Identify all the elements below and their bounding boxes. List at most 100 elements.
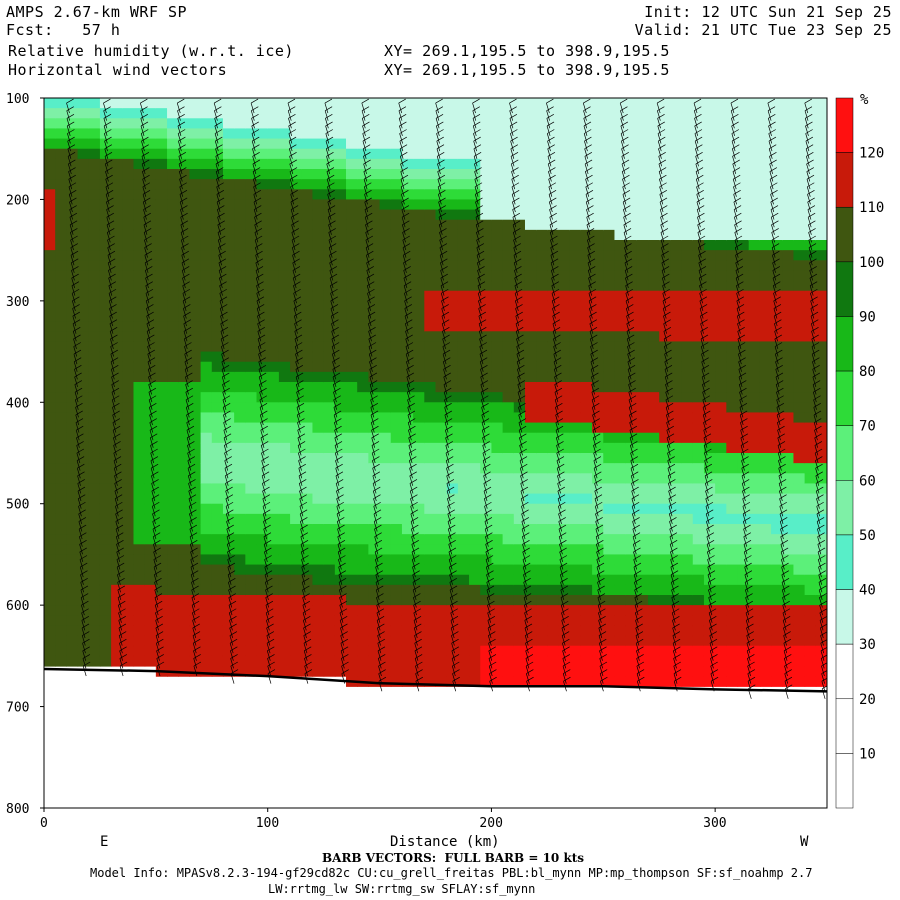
rh-cell: [267, 179, 280, 190]
rh-cell: [133, 361, 146, 373]
rh-cell: [804, 138, 817, 150]
rh-cell: [580, 361, 593, 373]
rh-cell: [670, 453, 683, 464]
rh-cell: [267, 128, 280, 140]
rh-cell: [323, 179, 336, 190]
barb-staff: [118, 635, 123, 646]
rh-cell: [55, 432, 67, 444]
barb-staff: [217, 217, 221, 228]
barb-staff: [258, 361, 263, 372]
rh-cell: [256, 493, 269, 505]
rh-cell: [111, 625, 123, 637]
rh-cell: [334, 655, 347, 667]
rh-cell: [782, 473, 795, 485]
rh-cell: [267, 229, 280, 241]
rh-cell: [401, 503, 414, 515]
rh-cell: [804, 361, 817, 373]
rh-cell: [625, 473, 638, 485]
rh-cell: [737, 595, 750, 606]
rh-cell: [480, 463, 493, 474]
barb-flag: [143, 228, 152, 233]
rh-cell: [681, 371, 694, 383]
rh-cell: [222, 615, 235, 627]
rh-cell: [703, 382, 716, 393]
barb-staff: [257, 331, 262, 342]
rh-cell: [155, 280, 168, 292]
barb-flag: [187, 463, 196, 469]
rh-cell: [536, 442, 548, 454]
rh-cell: [99, 148, 112, 160]
rh-cell: [703, 503, 716, 515]
barb-staff: [213, 102, 218, 114]
rh-cell: [446, 189, 459, 201]
rh-cell: [614, 331, 627, 343]
rh-cell: [715, 463, 727, 474]
barb-staff: [154, 589, 159, 601]
rh-cell: [77, 463, 90, 474]
rh-cell: [804, 635, 817, 647]
rh-cell: [66, 615, 79, 627]
barb-flag: [77, 463, 85, 469]
rh-cell: [648, 402, 660, 414]
rh-cell: [379, 108, 392, 119]
rh-cell: [167, 199, 179, 211]
rh-cell: [603, 361, 616, 373]
rh-cell: [323, 158, 336, 170]
rh-cell: [513, 483, 526, 495]
rh-cell: [278, 382, 291, 393]
rh-cell: [312, 361, 325, 373]
rh-cell: [804, 524, 817, 535]
rh-cell: [111, 128, 123, 140]
barb-flag: [216, 182, 224, 188]
rh-cell: [513, 138, 526, 150]
rh-cell: [457, 321, 470, 332]
rh-cell: [334, 605, 347, 616]
rh-cell: [446, 625, 459, 637]
rh-cell: [323, 625, 336, 637]
rh-cell: [144, 554, 157, 566]
rh-cell: [245, 290, 258, 302]
barb-staff: [292, 270, 297, 281]
rh-cell: [603, 655, 616, 667]
barb-staff: [140, 125, 145, 136]
rh-cell: [446, 138, 459, 150]
rh-cell: [536, 422, 548, 434]
rh-cell: [659, 148, 671, 160]
rh-cell: [782, 219, 795, 231]
rh-cell: [424, 300, 437, 312]
rh-cell: [524, 564, 537, 576]
rh-cell: [424, 128, 437, 140]
rh-cell: [401, 625, 414, 637]
rh-cell: [413, 351, 425, 363]
barb-staff: [220, 331, 225, 342]
rh-cell: [446, 382, 459, 393]
rh-cell: [267, 544, 280, 556]
rh-cell: [603, 595, 616, 606]
rh-cell: [569, 483, 582, 495]
rh-cell: [200, 321, 213, 332]
rh-cell: [491, 148, 504, 160]
rh-cell: [66, 209, 79, 221]
rh-cell: [99, 483, 112, 495]
barb-staff: [79, 544, 83, 555]
rh-cell: [659, 321, 671, 332]
rh-cell: [155, 513, 168, 525]
rh-cell: [502, 392, 515, 403]
rh-cell: [278, 270, 291, 282]
rh-cell: [290, 158, 302, 170]
rh-cell: [502, 371, 515, 383]
barb-flag: [218, 243, 226, 248]
rh-cell: [122, 331, 135, 343]
rh-cell: [66, 128, 79, 140]
rh-cell: [401, 605, 414, 616]
rh-cell: [267, 635, 280, 647]
rh-cell: [44, 321, 56, 332]
rh-cell: [491, 260, 504, 272]
barb-staff: [253, 179, 257, 190]
rh-cell: [189, 402, 202, 414]
rh-cell: [334, 280, 347, 292]
rh-cell: [457, 442, 470, 454]
rh-cell: [401, 513, 414, 525]
barb-flag: [155, 600, 163, 606]
rh-cell: [167, 341, 179, 353]
